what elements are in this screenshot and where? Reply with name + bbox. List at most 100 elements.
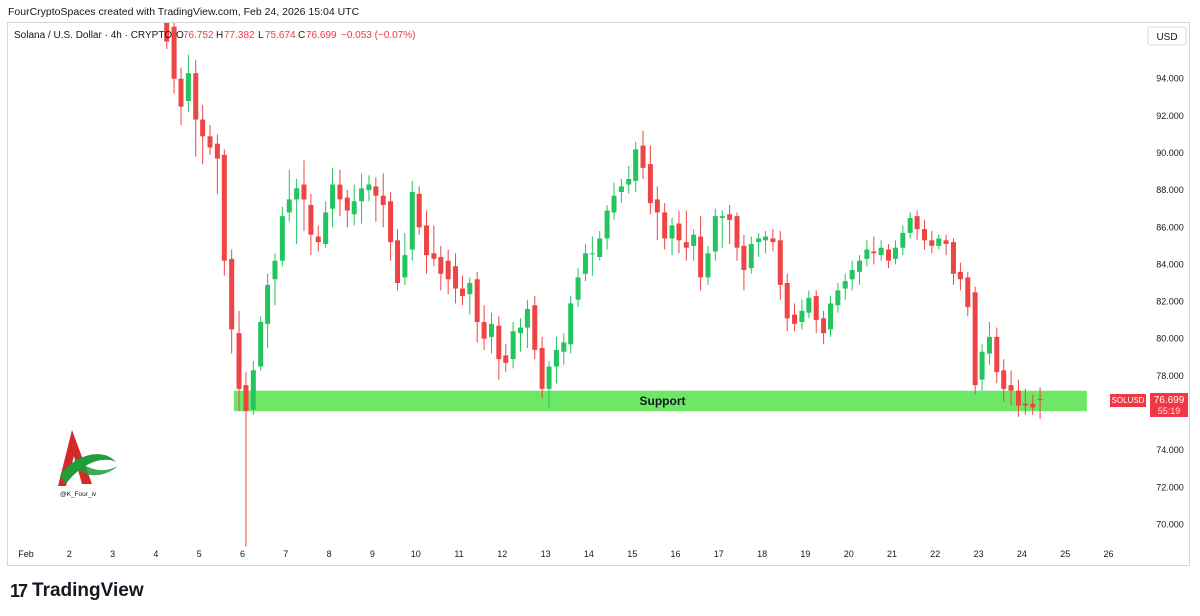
candle-body	[589, 253, 595, 255]
candle	[618, 179, 624, 204]
candle	[705, 245, 711, 285]
price-axis: 94.000 92.000 90.000 88.000 86.000 84.000 82.0…	[1156, 74, 1184, 530]
candle	[626, 166, 632, 194]
legend-high-label: H	[216, 30, 223, 41]
candle	[467, 277, 473, 315]
x-tick-label: 6	[240, 549, 245, 559]
candle-body	[821, 318, 827, 334]
candle-body	[286, 199, 292, 213]
candle	[402, 232, 408, 285]
x-tick-label: 8	[327, 549, 332, 559]
legend-close-label: C	[298, 30, 305, 41]
candle-body	[1030, 403, 1036, 408]
x-tick-label: 16	[670, 549, 680, 559]
candle	[669, 218, 675, 256]
candle-body	[236, 333, 242, 389]
candle	[611, 182, 617, 220]
candle-body	[250, 370, 256, 410]
price-tag-price: 76.699	[1154, 395, 1185, 406]
candle-body	[1001, 370, 1007, 389]
candle	[337, 169, 343, 217]
candle	[200, 104, 206, 165]
candle-body	[806, 297, 812, 313]
candle-body	[756, 238, 762, 243]
y-tick-label: 92.000	[1156, 111, 1184, 121]
candle-body	[474, 279, 480, 322]
x-tick-label: 22	[930, 549, 940, 559]
candle-body	[669, 225, 675, 239]
y-tick-label: 80.000	[1156, 334, 1184, 344]
candle-body	[835, 290, 841, 306]
price-tag-bg	[1150, 393, 1188, 418]
candle	[308, 193, 314, 256]
candle-body	[344, 197, 350, 211]
candle	[459, 275, 465, 306]
candle-body	[640, 145, 646, 168]
tradingview-logo[interactable]: 17 TradingView	[10, 580, 144, 602]
candle-body	[294, 188, 300, 200]
candle-body	[828, 303, 834, 330]
candle	[712, 208, 718, 261]
candle-body	[258, 322, 264, 367]
currency-button[interactable]	[1147, 26, 1187, 46]
candle	[957, 262, 963, 291]
candle-body	[618, 186, 624, 192]
candle	[734, 212, 740, 261]
candle-body	[185, 73, 191, 101]
candle	[388, 192, 394, 261]
candle	[835, 283, 841, 313]
candle-body	[481, 322, 487, 339]
support-zone-rect[interactable]	[233, 390, 1087, 412]
y-tick-label: 72.000	[1156, 482, 1184, 492]
candle-body	[517, 327, 523, 334]
candle	[756, 232, 762, 257]
legend-open-label: O	[176, 30, 184, 41]
x-tick-label: 13	[541, 549, 551, 559]
candle	[164, 23, 170, 49]
candle	[553, 336, 559, 384]
y-tick-label: 94.000	[1156, 74, 1184, 84]
candle	[647, 145, 653, 215]
candle-body	[409, 192, 415, 250]
candle	[806, 290, 812, 319]
candle	[279, 206, 285, 267]
x-tick-label: 26	[1103, 549, 1113, 559]
candle-body	[907, 218, 913, 233]
author-handle: @K_Four_iv	[60, 491, 97, 498]
candle-body	[698, 236, 704, 278]
candle	[315, 225, 321, 252]
legend-symbol: Solana / U.S. Dollar · 4h · CRYPTO	[14, 30, 172, 41]
candle-body	[986, 336, 992, 354]
candle-body	[965, 277, 971, 308]
candle	[1001, 359, 1007, 402]
candle	[503, 344, 509, 373]
candle	[539, 336, 545, 399]
candle	[409, 180, 415, 261]
tradingview-brand-text: TradingView	[32, 580, 144, 601]
candle-body	[459, 288, 465, 296]
candle-body	[229, 258, 235, 330]
candle	[1037, 387, 1043, 420]
candle	[250, 361, 256, 415]
legend-low-value: 75.674	[265, 30, 296, 41]
candles-layer	[164, 23, 1043, 547]
candle	[640, 130, 646, 179]
candle	[597, 231, 603, 261]
candle-body	[561, 342, 567, 352]
candle	[582, 244, 588, 282]
candle	[294, 179, 300, 244]
candle	[1022, 388, 1028, 415]
candle	[380, 173, 386, 228]
legend-high-value: 77.382	[224, 30, 255, 41]
candle	[243, 372, 249, 547]
candle-body	[402, 255, 408, 278]
price-tag-countdown: 55:19	[1158, 406, 1181, 416]
last-price-tag: SOLUSD 76.699 55:19	[1110, 393, 1188, 418]
candle-body	[777, 240, 783, 285]
candle-body	[524, 309, 530, 328]
y-tick-label: 82.000	[1156, 297, 1184, 307]
candle-body	[337, 184, 343, 200]
candle-body	[380, 195, 386, 205]
candle	[474, 271, 480, 343]
